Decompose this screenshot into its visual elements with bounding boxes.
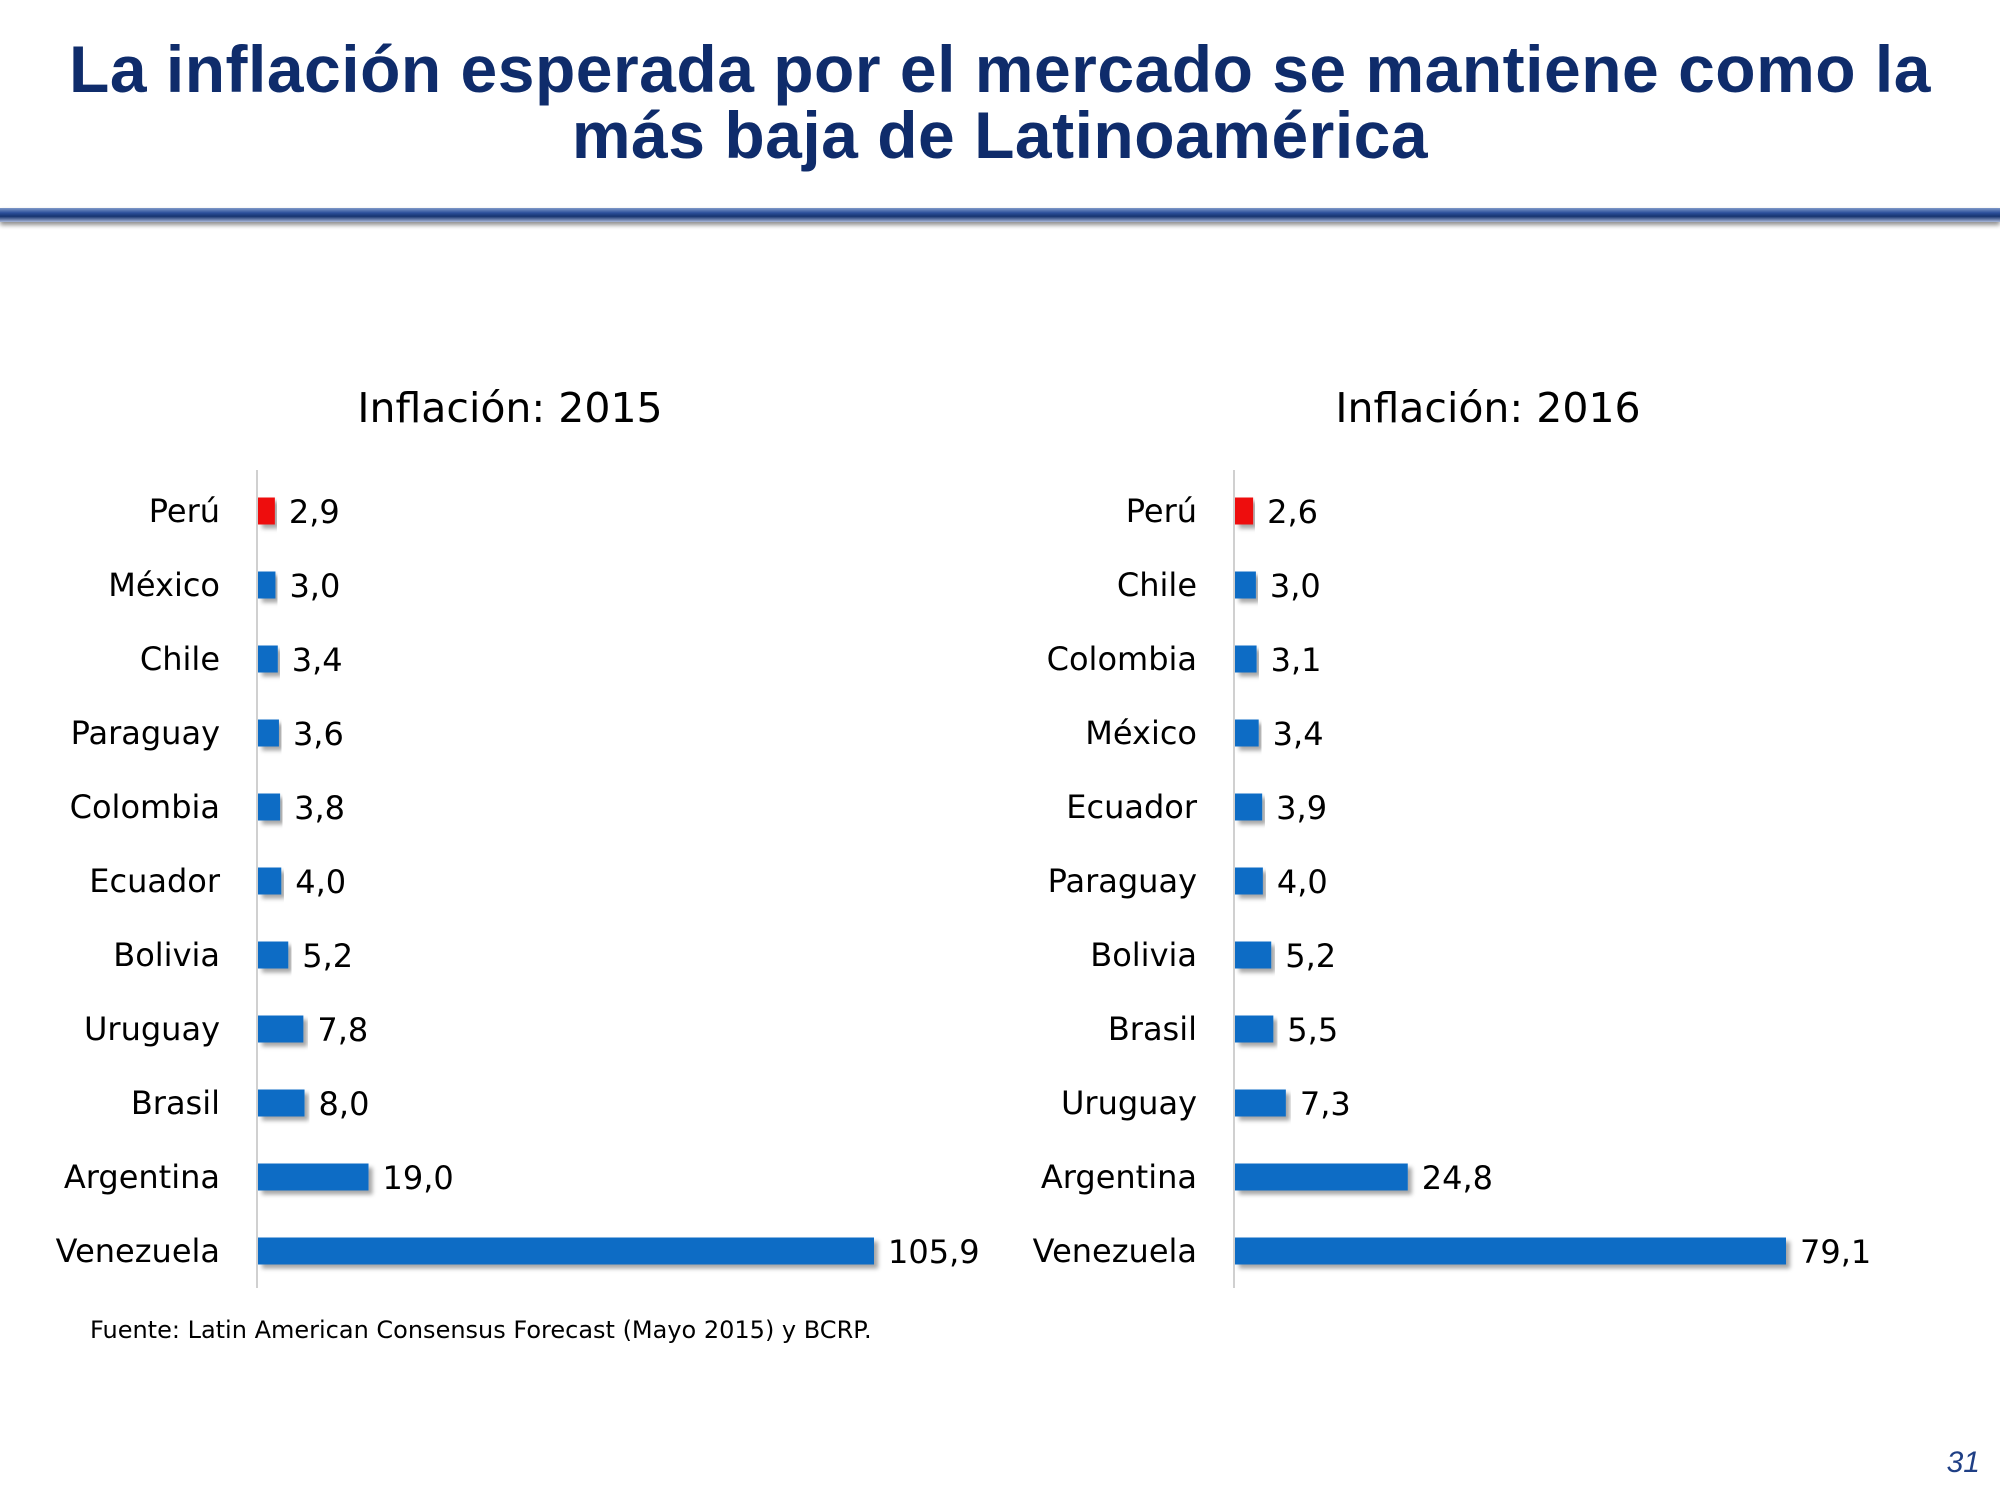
bar-venezuela <box>1235 1237 1786 1265</box>
bar-méxico <box>258 571 276 599</box>
bar-argentina <box>258 1163 369 1191</box>
category-label: Chile <box>140 640 220 678</box>
value-label: 79,1 <box>1800 1233 1871 1271</box>
value-label: 3,8 <box>294 789 345 827</box>
value-label: 4,0 <box>295 863 346 901</box>
category-label: Paraguay <box>1048 862 1197 900</box>
category-label: Paraguay <box>71 714 220 752</box>
value-label: 5,2 <box>302 937 353 975</box>
category-label: Brasil <box>131 1084 220 1122</box>
value-label: 105,9 <box>888 1233 980 1271</box>
bar-argentina <box>1235 1163 1408 1191</box>
bar-brasil <box>258 1089 305 1117</box>
value-label: 3,6 <box>293 715 344 753</box>
source-note: Fuente: Latin American Consensus Forecas… <box>90 1316 872 1344</box>
category-label: Chile <box>1117 566 1197 604</box>
category-label: Argentina <box>1041 1158 1197 1196</box>
value-label: 8,0 <box>319 1085 370 1123</box>
value-label: 3,0 <box>289 567 340 605</box>
title-divider <box>0 208 2000 222</box>
value-label: 24,8 <box>1422 1159 1493 1197</box>
value-label: 2,6 <box>1267 493 1318 531</box>
value-label: 4,0 <box>1277 863 1328 901</box>
category-label: Colombia <box>1047 640 1197 678</box>
bar-chile <box>258 645 278 673</box>
value-label: 2,9 <box>289 493 340 531</box>
category-label: Venezuela <box>56 1232 220 1270</box>
value-label: 19,0 <box>383 1159 454 1197</box>
category-label: Brasil <box>1108 1010 1197 1048</box>
slide-title-line-1: La inflación esperada por el mercado se … <box>69 32 1931 106</box>
bar-perú <box>258 497 275 525</box>
bar-colombia <box>258 793 281 821</box>
bar-paraguay <box>258 719 279 747</box>
value-label: 7,3 <box>1300 1085 1351 1123</box>
category-label: Bolivia <box>1090 936 1197 974</box>
bar-bolivia <box>258 941 289 969</box>
value-label: 7,8 <box>317 1011 368 1049</box>
category-label: Bolivia <box>113 936 220 974</box>
category-label: Venezuela <box>1033 1232 1197 1270</box>
bar-ecuador <box>1235 793 1263 821</box>
chart-2-title: Inflación: 2016 <box>1335 384 1640 432</box>
category-label: Ecuador <box>1066 788 1198 826</box>
category-label: México <box>108 566 220 604</box>
slide-title: La inflación esperada por el mercado se … <box>40 36 1960 168</box>
bar-colombia <box>1235 645 1257 673</box>
category-label: México <box>1085 714 1197 752</box>
category-label: Perú <box>149 492 220 530</box>
category-label: Colombia <box>70 788 220 826</box>
bar-ecuador <box>258 867 282 895</box>
value-label: 3,1 <box>1271 641 1322 679</box>
value-label: 5,2 <box>1285 937 1336 975</box>
category-label: Ecuador <box>89 862 221 900</box>
page-number: 31 <box>1946 1446 1980 1479</box>
chart-1-title: Inflación: 2015 <box>357 384 662 432</box>
bar-paraguay <box>1235 867 1263 895</box>
category-label: Uruguay <box>1061 1084 1197 1122</box>
bar-perú <box>1235 497 1254 525</box>
bar-chile <box>1235 571 1256 599</box>
value-label: 3,4 <box>1273 715 1324 753</box>
category-label: Perú <box>1126 492 1197 530</box>
bar-brasil <box>1235 1015 1274 1043</box>
value-label: 3,9 <box>1276 789 1327 827</box>
bar-méxico <box>1235 719 1259 747</box>
category-label: Argentina <box>64 1158 220 1196</box>
bar-bolivia <box>1235 941 1272 969</box>
bar-uruguay <box>258 1015 304 1043</box>
value-label: 3,4 <box>292 641 343 679</box>
value-label: 3,0 <box>1270 567 1321 605</box>
category-label: Uruguay <box>84 1010 220 1048</box>
value-label: 5,5 <box>1287 1011 1338 1049</box>
bar-uruguay <box>1235 1089 1286 1117</box>
bar-venezuela <box>258 1237 874 1265</box>
slide-title-line-2: más baja de Latinoamérica <box>571 98 1429 172</box>
